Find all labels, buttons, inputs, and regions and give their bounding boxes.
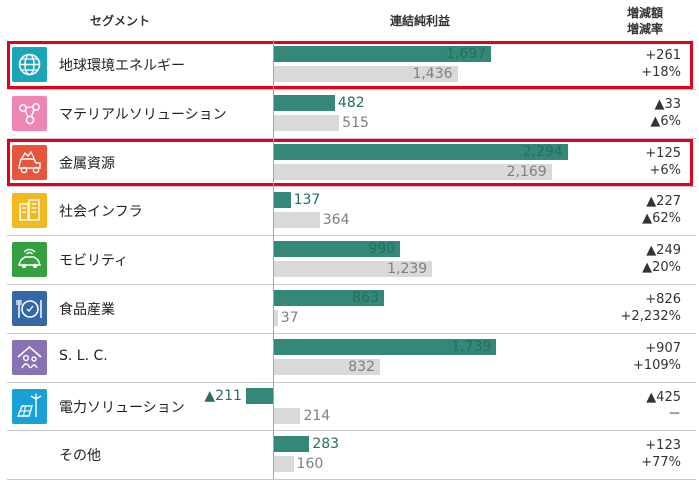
change-rate: +18%: [641, 65, 681, 80]
bar-previous: [273, 310, 278, 326]
change-amount: ▲249: [646, 243, 681, 259]
change-rate: +109%: [632, 357, 681, 373]
solar-wind-icon: [12, 388, 47, 424]
segment-label: 社会インフラ: [59, 204, 143, 221]
connected-car-icon: [12, 242, 47, 278]
bar-label-previous: 1,436: [412, 66, 453, 82]
change-amount: ▲227: [646, 194, 681, 210]
highlight-frame: [7, 138, 693, 187]
row-divider: [7, 137, 696, 139]
bar-previous: [273, 163, 552, 180]
bar-previous: [273, 358, 380, 375]
segment-label: モビリティ: [59, 253, 129, 270]
change-rate: +77%: [641, 455, 681, 471]
change-amount: ▲425: [646, 389, 681, 405]
family-home-icon: [12, 339, 47, 375]
bar-current: [273, 94, 335, 111]
segment-label: S. L. C.: [59, 347, 108, 364]
row-divider: [7, 430, 696, 432]
bar-previous: [273, 456, 294, 473]
molecule-icon: [12, 95, 47, 131]
change-amount: ▲33: [654, 96, 681, 112]
segment-label: 電力ソリューション: [59, 399, 185, 416]
mining-truck-icon: [12, 144, 47, 180]
bar-previous: [273, 407, 301, 424]
change-rate: －: [667, 406, 681, 422]
change-rate: +6%: [649, 162, 681, 178]
bar-current: [273, 192, 291, 209]
bar-label-current: 1,697: [445, 46, 487, 62]
bar-current: [273, 338, 497, 355]
zero-axis: [273, 40, 274, 479]
header-change-rate: 増減率: [626, 22, 663, 36]
bar-label-previous: 515: [342, 114, 369, 131]
header-segment: セグメント: [89, 14, 150, 28]
bar-label-current: 2,294: [522, 143, 563, 160]
highlight-frame: [7, 41, 693, 89]
segment-label: 食品産業: [59, 302, 115, 318]
bar-current: [273, 143, 568, 160]
segment-label: 地球環境エネルギー: [59, 58, 185, 74]
segment-label: その他: [59, 448, 101, 465]
bar-label-previous: 1,239: [387, 261, 428, 278]
change-rate: +2,232%: [620, 309, 681, 324]
bar-label-previous: 364: [322, 212, 350, 229]
bar-label-current: 990: [368, 241, 396, 258]
bar-label-current: 137: [293, 192, 321, 209]
change-amount: +261: [645, 48, 681, 63]
bar-label-previous: 2,169: [506, 163, 547, 180]
change-rate: ▲6%: [650, 113, 681, 129]
segment-label: マテリアルソリューション: [59, 106, 227, 123]
building-icon: [12, 193, 47, 229]
bar-previous: [273, 212, 320, 229]
bar-label-current: 863: [352, 290, 379, 306]
bar-previous: [273, 114, 340, 131]
change-amount: +907: [645, 340, 681, 356]
row-divider: [7, 186, 696, 188]
globe-icon: [12, 47, 47, 82]
bar-previous: [273, 261, 433, 278]
row-divider: [7, 381, 696, 383]
food-plate-icon: [12, 291, 47, 326]
bar-current: [245, 387, 273, 404]
bar-label-previous: 832: [348, 358, 375, 375]
change-amount: +826: [645, 292, 681, 307]
bar-label-previous: 160: [296, 456, 324, 473]
bar-label-previous: 214: [303, 407, 331, 424]
bar-label-current: 283: [312, 436, 340, 453]
bar-label-previous: 37: [280, 310, 299, 326]
bar-label-current: 482: [337, 94, 365, 111]
bar-current: [273, 290, 384, 306]
bar-current: [273, 241, 401, 258]
change-amount: +125: [645, 145, 681, 161]
bar-current: [273, 46, 492, 62]
row-divider: [7, 235, 696, 237]
header-profit: 連結純利益: [389, 14, 450, 28]
change-rate: ▲20%: [642, 260, 681, 276]
change-rate: ▲62%: [642, 211, 681, 227]
bar-previous: [273, 66, 458, 82]
row-divider: [7, 284, 696, 285]
bar-label-current: 1,739: [451, 338, 492, 355]
segment-label: 金属資源: [59, 155, 115, 172]
row-divider: [7, 332, 696, 334]
row-divider: [7, 88, 696, 90]
bar-current: [273, 436, 310, 453]
change-amount: +123: [645, 438, 681, 454]
bar-label-current: ▲211: [204, 387, 242, 404]
header-change-amount: 増減額: [626, 6, 663, 20]
